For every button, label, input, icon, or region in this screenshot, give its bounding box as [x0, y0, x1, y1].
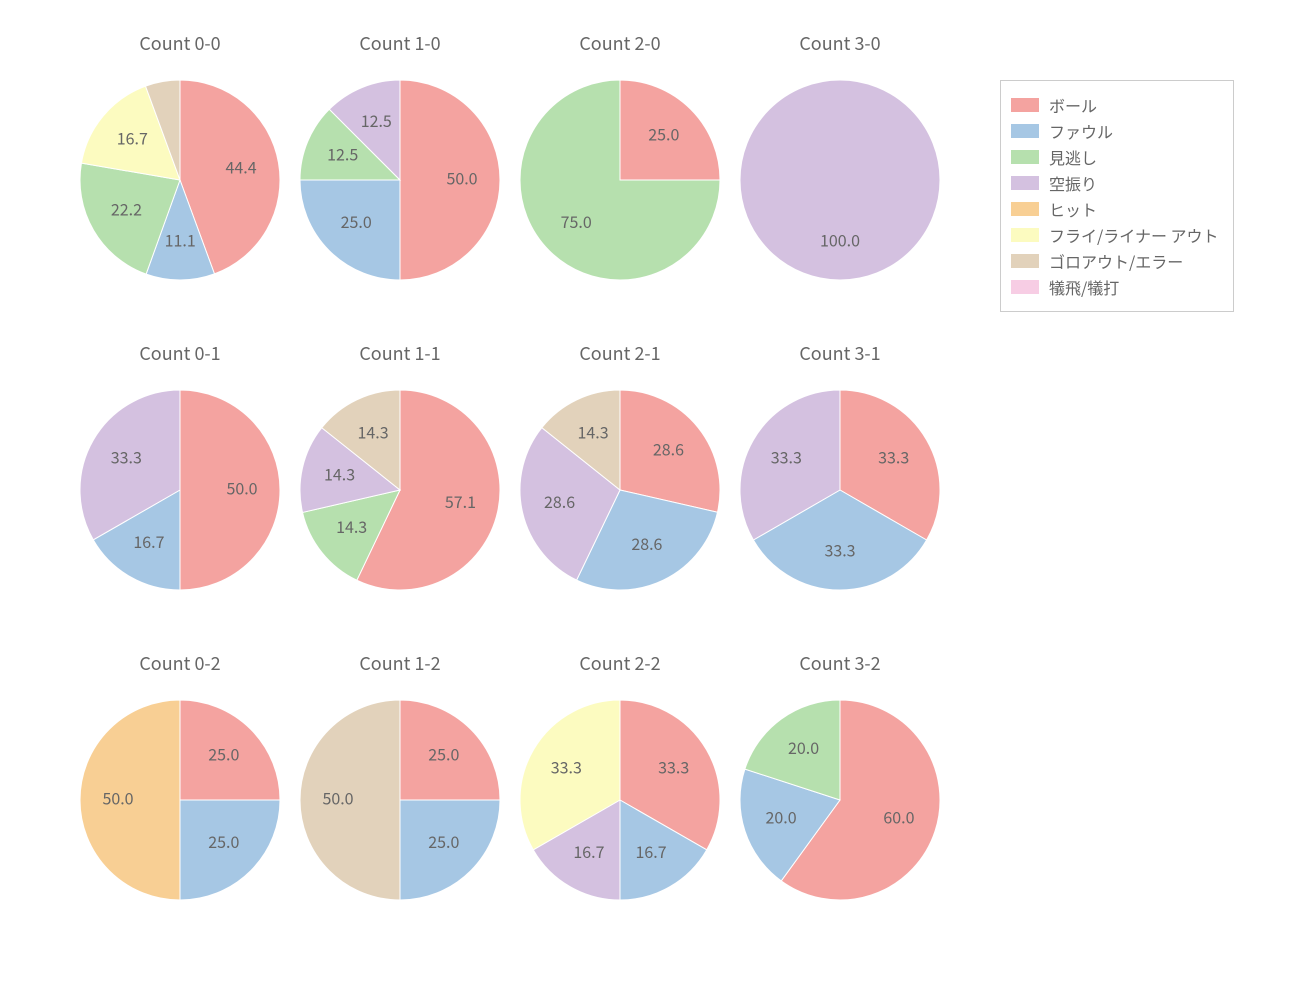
pie-chart: 50.0 16.7 33.3 — [78, 388, 282, 592]
pie-slice-label: 11.1 — [165, 227, 196, 251]
pie-slice-label: 16.7 — [133, 529, 164, 553]
pie-slice-label: 16.7 — [117, 126, 148, 150]
chart-title: Count 2-1 — [520, 340, 720, 366]
pie-slice-label: 33.3 — [771, 444, 802, 468]
pie-chart: 57.114.314.314.3 — [298, 388, 502, 592]
pie-slice-label: 25.0 — [428, 742, 459, 766]
pie-slice-label: 57.1 — [445, 489, 476, 513]
legend-label: ヒット — [1049, 197, 1097, 221]
pie-slice-label: 28.6 — [653, 437, 684, 461]
legend-item: ファウル — [1011, 119, 1219, 143]
pie-slice-label: 33.3 — [551, 754, 582, 778]
chart-title: Count 2-0 — [520, 30, 720, 56]
pie-slice-label: 14.3 — [358, 419, 389, 443]
legend-item: 空振り — [1011, 171, 1219, 195]
legend: ボールファウル見逃し空振りヒットフライ/ライナー アウトゴロアウト/エラー犠飛/… — [1000, 80, 1234, 312]
pie-slice-label: 33.3 — [878, 444, 909, 468]
legend-swatch — [1011, 280, 1039, 294]
pie-slice-label: 33.3 — [658, 754, 689, 778]
pie-slice-label: 14.3 — [336, 514, 367, 538]
pie-slice-label: 100.0 — [820, 227, 860, 251]
chart-title: Count 0-2 — [80, 650, 280, 676]
legend-label: フライ/ライナー アウト — [1049, 223, 1219, 247]
pie-chart: 28.6 28.6 28.6 14.3 — [518, 388, 722, 592]
legend-swatch — [1011, 228, 1039, 242]
pie-chart: 33.3 16.7 16.7 33.3 — [518, 698, 722, 902]
pie-slice-label: 25.0 — [341, 209, 372, 233]
pie-slice-label: 33.3 — [824, 537, 855, 561]
chart-title: Count 1-2 — [300, 650, 500, 676]
chart-title: Count 3-1 — [740, 340, 940, 366]
pie-slice-label: 16.7 — [636, 839, 667, 863]
pie-slice-label: 25.0 — [648, 122, 679, 146]
legend-swatch — [1011, 124, 1039, 138]
chart-title: Count 3-0 — [740, 30, 940, 56]
pie-slice-label: 25.0 — [208, 742, 239, 766]
legend-item: ゴロアウト/エラー — [1011, 249, 1219, 273]
pie-slice-label: 25.0 — [208, 829, 239, 853]
legend-label: 空振り — [1049, 171, 1097, 195]
pie-slice-label: 20.0 — [788, 735, 819, 759]
pie-slice-label: 44.4 — [225, 154, 256, 178]
pie-slice-label: 12.5 — [361, 108, 392, 132]
legend-label: 見逃し — [1049, 145, 1097, 169]
pie-slice-label: 50.0 — [446, 165, 477, 189]
chart-title: Count 0-0 — [80, 30, 280, 56]
legend-swatch — [1011, 202, 1039, 216]
legend-label: ボール — [1049, 93, 1097, 117]
pie-slice-label: 33.3 — [111, 444, 142, 468]
chart-grid: Count 0-044.411.122.216.7Count 1-050.025… — [0, 0, 1300, 1000]
chart-title: Count 1-1 — [300, 340, 500, 366]
pie-slice-label: 14.3 — [578, 419, 609, 443]
legend-item: ヒット — [1011, 197, 1219, 221]
chart-title: Count 1-0 — [300, 30, 500, 56]
pie-slice-label: 28.6 — [631, 531, 662, 555]
pie-slice-label: 22.2 — [111, 197, 142, 221]
legend-label: ファウル — [1049, 119, 1113, 143]
pie-slice-label: 16.7 — [573, 839, 604, 863]
legend-swatch — [1011, 98, 1039, 112]
pie-slice-label: 50.0 — [226, 475, 257, 499]
pie-chart: 25.0 25.0 50.0 — [78, 698, 282, 902]
legend-swatch — [1011, 176, 1039, 190]
pie-chart: 50.0 25.0 12.512.5 — [298, 78, 502, 282]
legend-item: 犠飛/犠打 — [1011, 275, 1219, 299]
pie-slice-label: 14.3 — [324, 462, 355, 486]
legend-swatch — [1011, 150, 1039, 164]
pie-chart: 44.4 11.1 22.2 16.7 — [78, 78, 282, 282]
legend-item: ボール — [1011, 93, 1219, 117]
legend-label: 犠飛/犠打 — [1049, 275, 1119, 299]
pie-slice-label: 50.0 — [322, 785, 353, 809]
pie-slice-label: 12.5 — [327, 142, 358, 166]
pie-slice-label: 60.0 — [883, 805, 914, 829]
pie-chart: 100.0 — [738, 78, 942, 282]
pie-slice-label: 75.0 — [561, 209, 592, 233]
pie-slice-label: 50.0 — [102, 785, 133, 809]
pie-slice-label: 20.0 — [765, 805, 796, 829]
pie-chart: 60.0 20.0 20.0 — [738, 698, 942, 902]
legend-label: ゴロアウト/エラー — [1049, 249, 1183, 273]
pie-chart: 25.0 25.0 50.0 — [298, 698, 502, 902]
chart-title: Count 0-1 — [80, 340, 280, 366]
legend-item: フライ/ライナー アウト — [1011, 223, 1219, 247]
pie-slice-label: 28.6 — [544, 489, 575, 513]
pie-slice-label: 25.0 — [428, 829, 459, 853]
pie-chart: 25.0 75.0 — [518, 78, 722, 282]
chart-title: Count 2-2 — [520, 650, 720, 676]
legend-item: 見逃し — [1011, 145, 1219, 169]
chart-title: Count 3-2 — [740, 650, 940, 676]
pie-chart: 33.3 33.3 33.3 — [738, 388, 942, 592]
legend-swatch — [1011, 254, 1039, 268]
